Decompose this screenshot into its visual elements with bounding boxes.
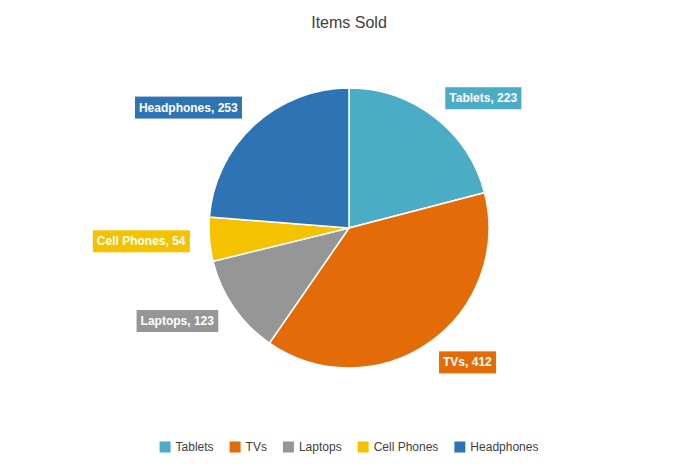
legend-item: Tablets — [160, 440, 214, 454]
data-label: Headphones, 253 — [139, 101, 238, 115]
legend-label: Tablets — [176, 440, 214, 454]
legend-item: TVs — [230, 440, 267, 454]
legend-label: Cell Phones — [374, 440, 439, 454]
legend-swatch — [358, 442, 369, 453]
legend-swatch — [230, 442, 241, 453]
pie — [209, 88, 489, 368]
data-label-group: Cell Phones, 54 — [93, 230, 190, 252]
data-label-background — [445, 87, 521, 109]
chart: Items Sold Tablets, 223 TVs, 412 Laptops, 1… — [0, 0, 698, 469]
data-label-group: Headphones, 253 — [135, 97, 242, 119]
legend-item: Headphones — [454, 440, 538, 454]
data-labels: Tablets, 223 TVs, 412 Laptops, 123 Cell Pho… — [93, 87, 522, 373]
data-label-background — [135, 97, 242, 119]
data-label: Laptops, 123 — [141, 314, 215, 328]
data-label-background — [439, 351, 496, 373]
legend-label: Laptops — [299, 440, 342, 454]
data-label-background — [93, 230, 190, 252]
data-label: Tablets, 223 — [449, 91, 517, 105]
legend-swatch — [160, 442, 171, 453]
data-label-group: Laptops, 123 — [137, 310, 219, 332]
title: Items Sold — [311, 14, 387, 31]
legend-swatch — [454, 442, 465, 453]
data-label-group: TVs, 412 — [439, 351, 496, 373]
legend-item: Laptops — [283, 440, 342, 454]
legend-label: Headphones — [470, 440, 538, 454]
data-label-group: Tablets, 223 — [445, 87, 521, 109]
data-label-background — [137, 310, 219, 332]
data-label: Cell Phones, 54 — [97, 234, 186, 248]
legend-label: TVs — [246, 440, 267, 454]
data-label: TVs, 412 — [443, 355, 492, 369]
legend-swatch — [283, 442, 294, 453]
legend-item: Cell Phones — [358, 440, 439, 454]
legend: Tablets TVs Laptops Cell Phones Headphones — [160, 440, 539, 454]
